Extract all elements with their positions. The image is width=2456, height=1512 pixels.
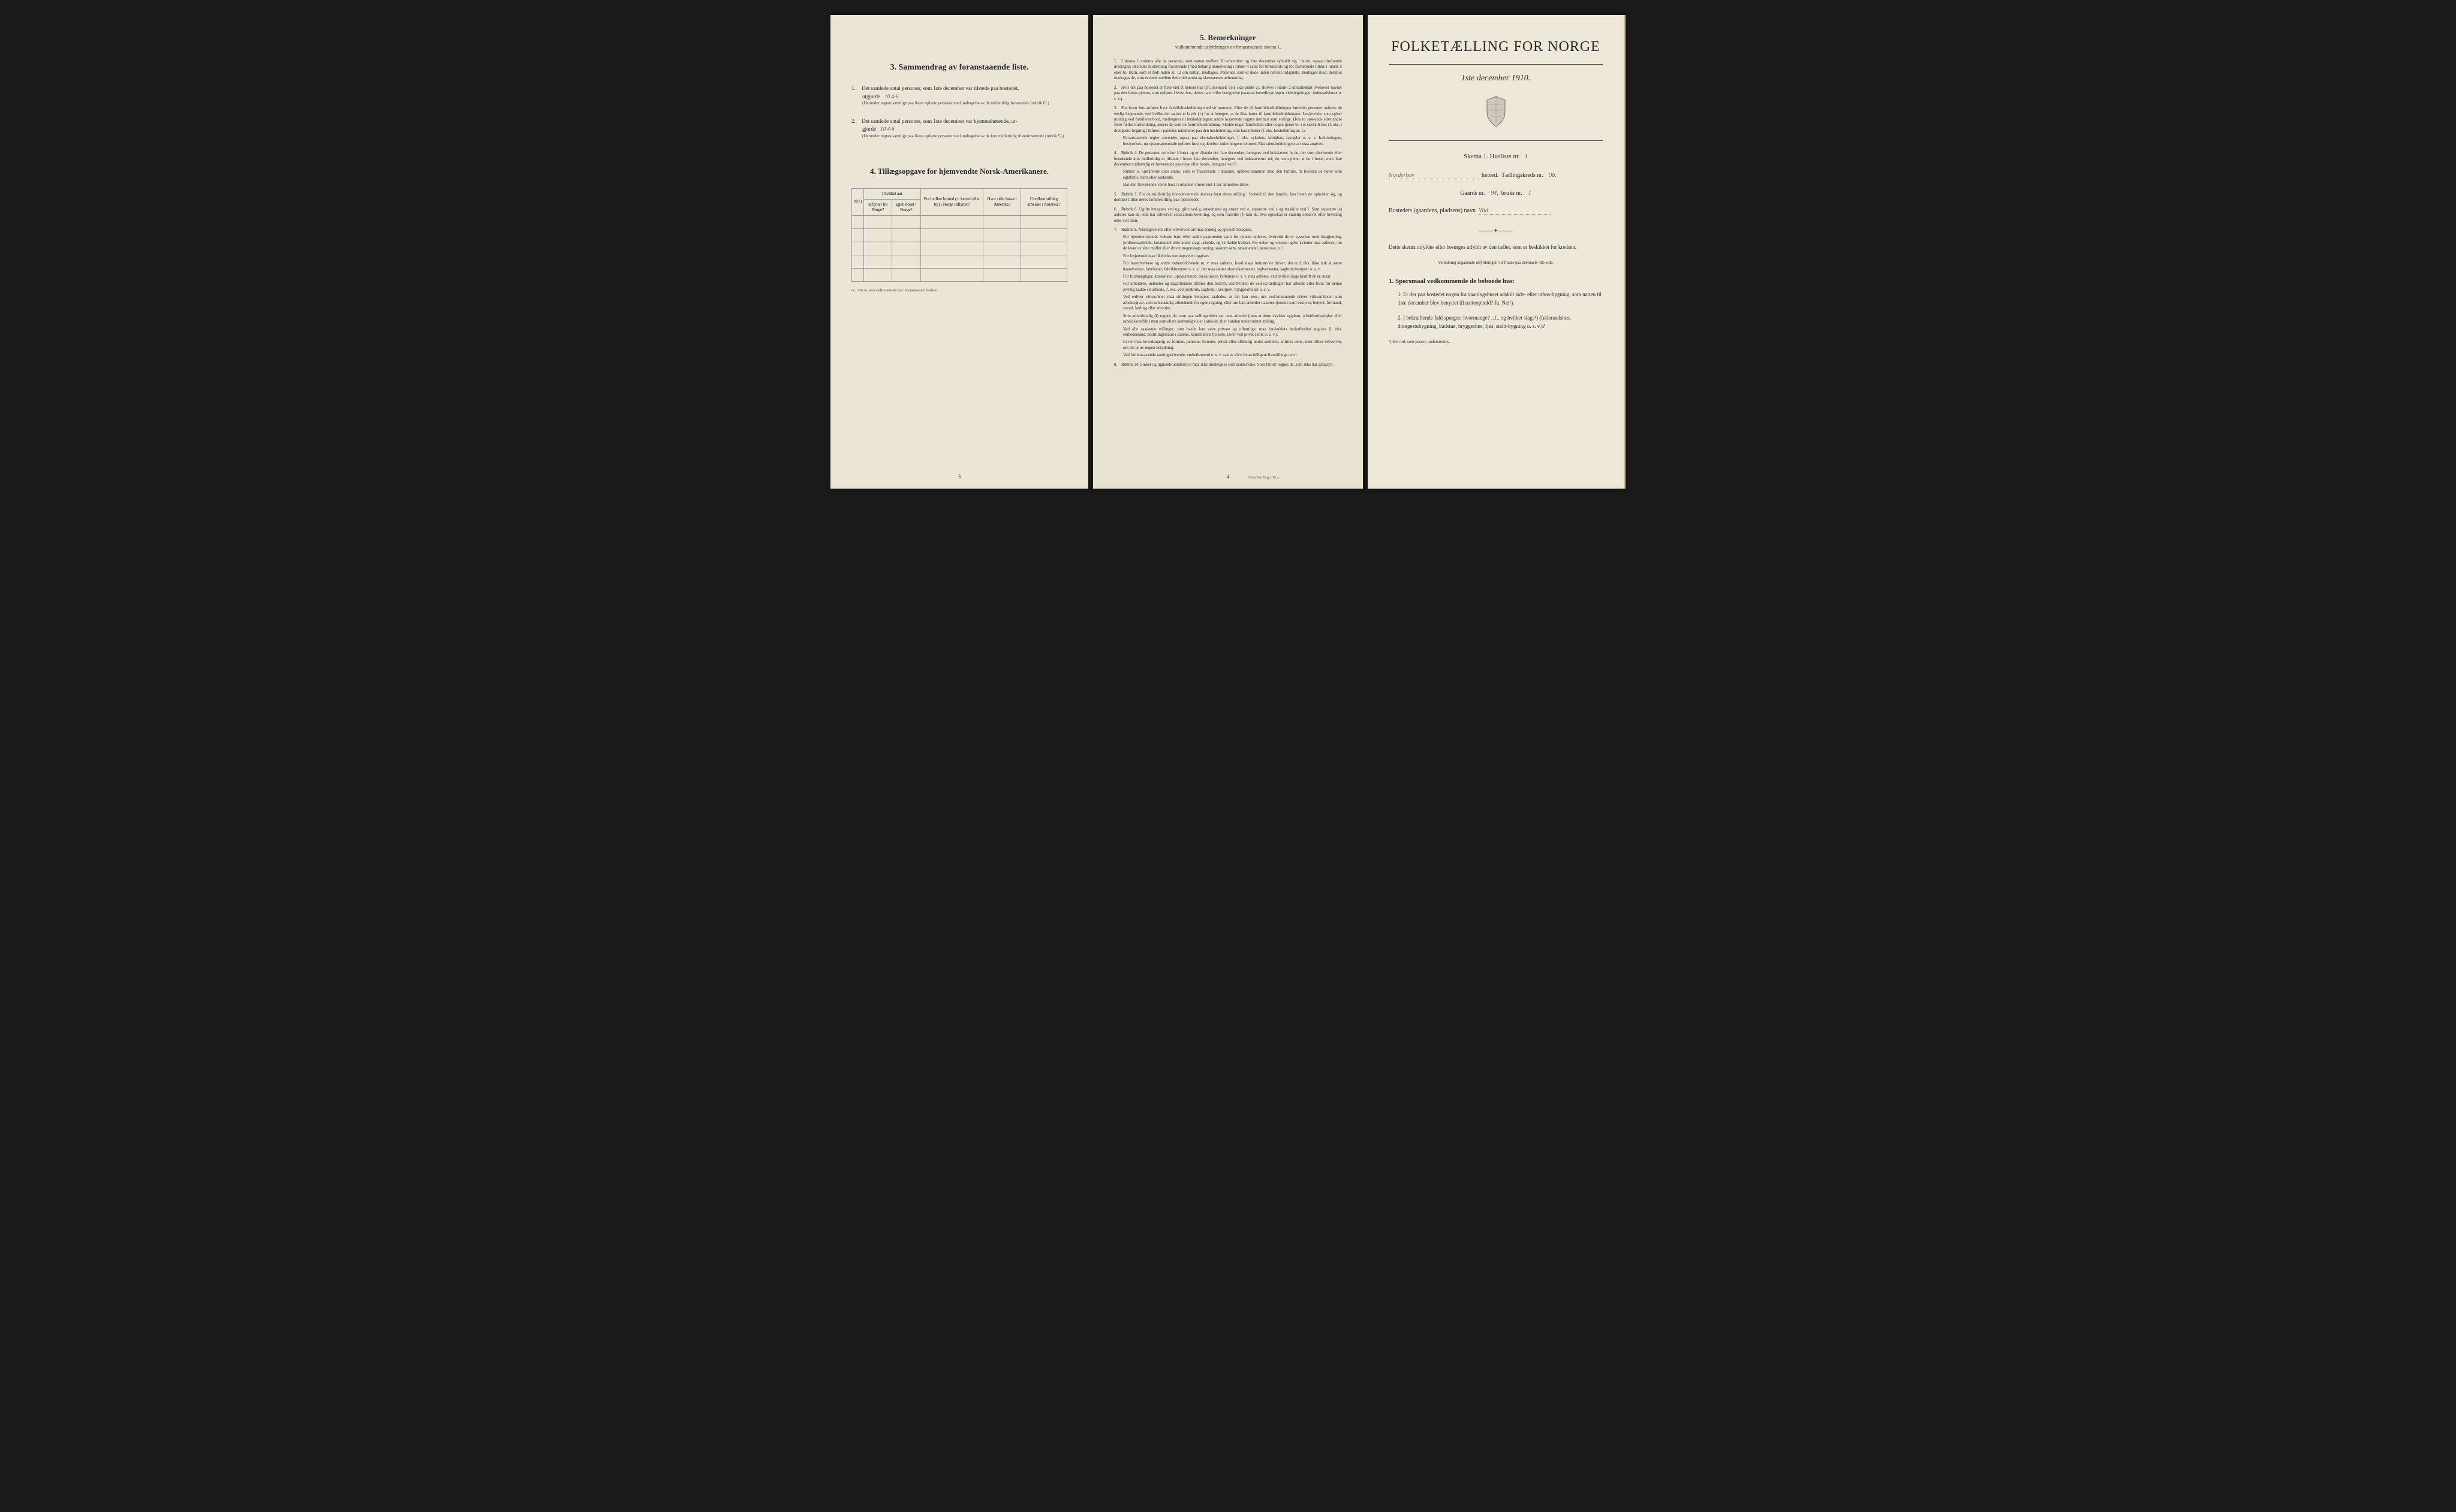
bemerk-1: 1.I skema 1 anføres alle de personer, so…: [1114, 59, 1342, 82]
page-number: 4: [1227, 474, 1230, 480]
table-row: [852, 268, 1067, 281]
th-utflyttet: utflyttet fra Norge?: [864, 199, 892, 215]
item-2-fineprint: (Herunder regnes samtlige paa listen opf…: [862, 134, 1067, 140]
bemerk-3-sub: Foranstaaende regler anvendes ogsaa paa …: [1123, 135, 1342, 147]
bosted-label: Bostedets (gaardens, pladsens) navn: [1389, 207, 1476, 214]
bemerk-7: 7.Rubrik 9. Næringsveiens eller erhverve…: [1114, 227, 1342, 359]
th-bosted: Fra hvilket bosted (ɔ: herred eller by) …: [920, 188, 983, 215]
skema-value: 1: [1525, 153, 1528, 160]
th-amerika: Hvor sidst bosat i Amerika?: [983, 188, 1021, 215]
skema-label: Skema 1. Husliste nr.: [1464, 153, 1520, 160]
bemerk-7-subi: Lever man hovedsagelig av formue, pensio…: [1123, 339, 1342, 351]
footnote: ¹) Det ord, som passer, understrekes.: [1389, 339, 1603, 344]
ornament: ⸻✦⸻: [1389, 225, 1603, 234]
bemerk-4: 4.Rubrik 4. De personer, som bor i huset…: [1114, 150, 1342, 188]
bemerk-7-subf: Ved enhver virksomhet maa stillingen bet…: [1123, 294, 1342, 311]
bemerk-7-subg: Som arbeidsledig (l) regnes de, som paa …: [1123, 314, 1342, 325]
item-1: 1. Det samlede antal personer, som 1ste …: [851, 85, 1067, 107]
item-1-value: 10 4-6: [884, 94, 898, 100]
question-1: 1. Er der paa bostedet nogen fra vaaning…: [1398, 291, 1603, 307]
bemerk-7-sube: For arbeidere, inderster og dagarbeidere…: [1123, 281, 1342, 293]
bemerk-7-subc: For haandverkere og andre industridriven…: [1123, 261, 1342, 272]
item-1-fineprint: (Herunder regnes samtlige paa listen opf…: [862, 101, 1067, 107]
bemerk-3: 3.For hvert hus anføres hver familiehush…: [1114, 106, 1342, 147]
sub-title: 1ste december 1910.: [1389, 74, 1603, 83]
herred-line: Norderhov herred. Tællingskreds nr. 9b.: [1389, 172, 1603, 179]
table-row: [852, 215, 1067, 228]
bemerk-7-subj: Ved forhenværende næringsdrivende, embed…: [1123, 353, 1342, 358]
item-1-text: Det samlede antal personer, som 1ste dec…: [862, 85, 1019, 91]
bemerk-4-suba: Rubrik 6. Sjøfarende eller andre, som er…: [1123, 169, 1342, 180]
instruction-2: Veiledning angaaende utfyldningen vil fi…: [1389, 260, 1603, 266]
coat-of-arms-icon: [1481, 95, 1511, 128]
th-stilling: I hvilken stilling arbeidet i Amerika?: [1021, 188, 1067, 215]
item-2-value: 10 4-6: [880, 126, 894, 132]
th-nr: Nr.¹): [852, 188, 864, 215]
item-1-label: utgjorde: [862, 94, 880, 100]
page-1: 3. Sammendrag av foranstaaende liste. 1.…: [830, 15, 1088, 489]
th-bosat: igjen bosat i Norge?: [892, 199, 921, 215]
section-4-heading: 4. Tillægsopgave for hjemvendte Norsk-Am…: [851, 167, 1067, 176]
bemerk-7-suba: For hjemmeværende voksne barn eller andr…: [1123, 234, 1342, 251]
bemerk-7-subb: For losjerende maa likeledes næringsveie…: [1123, 254, 1342, 259]
table-row: [852, 242, 1067, 255]
bemerk-7-subh: Ved alle saadanne stillinger, som baade …: [1123, 327, 1342, 338]
gaards-value: 94,: [1491, 190, 1498, 197]
bemerk-5: 5.Rubrik 7. For de midlertidig tilstedev…: [1114, 192, 1342, 203]
bruks-value: 1: [1528, 190, 1531, 197]
bosted-line: Bostedets (gaardens, pladsens) navn Viul: [1389, 207, 1603, 215]
herred-value: Norderhov: [1389, 172, 1479, 179]
bruks-label: bruks nr.: [1501, 190, 1522, 197]
taelling-label: Tællingskreds nr.: [1501, 172, 1543, 179]
bemerk-4-subb: Har den fraværende været bosat i utlande…: [1123, 182, 1342, 188]
bemerk-6: 6.Rubrik 8. Ugifte betegnes ved ug, gift…: [1114, 207, 1342, 224]
bemerk-7-subd: For fuldmægtiger, kontorister, opsynsmæn…: [1123, 274, 1342, 279]
gaards-line: Gaards nr. 94, bruks nr. 1: [1389, 190, 1603, 197]
section-5-subtext: vedkommende utfyldningen av foranstaaend…: [1114, 44, 1342, 50]
bemerk-8: 8.Rubrik 14. Sinker og lignende aandsslo…: [1114, 362, 1342, 368]
item-2-label: gjorde: [862, 126, 876, 132]
tillaeg-table: Nr.¹) I hvilket aar Fra hvilket bosted (…: [851, 188, 1067, 282]
page-number: 3: [958, 474, 961, 480]
rule: [1389, 140, 1603, 141]
instruction-1: Dette skema utfyldes eller besørges utfy…: [1389, 243, 1603, 251]
skema-line: Skema 1. Husliste nr. 1: [1389, 153, 1603, 160]
table-footnote: ¹) ɔ: Det nr. som vedkommende har i fora…: [851, 289, 1067, 293]
section-3-heading: 3. Sammendrag av foranstaaende liste.: [851, 63, 1067, 73]
question-2: 2. I bekræftende fald spørges: hvormange…: [1398, 314, 1603, 330]
herred-label: herred.: [1482, 172, 1498, 179]
item-2-text: Det samlede antal personer, som 1ste dec…: [862, 118, 1017, 124]
gaards-label: Gaards nr.: [1460, 190, 1485, 197]
main-title: FOLKETÆLLING FOR NORGE: [1389, 39, 1603, 55]
rule: [1389, 64, 1603, 65]
item-2-number: 2.: [851, 118, 860, 126]
page-3: FOLKETÆLLING FOR NORGE 1ste december 191…: [1368, 15, 1626, 489]
section-5-heading: 5. Bemerkninger: [1114, 33, 1342, 43]
table-row: [852, 255, 1067, 268]
item-1-number: 1.: [851, 85, 860, 93]
bemerk-2: 2.Hvis der paa bostedet er flere end ét …: [1114, 85, 1342, 102]
bosted-value: Viul: [1479, 207, 1551, 215]
publisher: Steen'ske Bogtr. Kr.a.: [1248, 476, 1280, 480]
page-2: 5. Bemerkninger vedkommende utfyldningen…: [1093, 15, 1363, 489]
th-aar: I hvilket aar: [864, 188, 921, 199]
taelling-value: 9b.: [1549, 172, 1557, 179]
table-row: [852, 228, 1067, 242]
item-2: 2. Det samlede antal personer, som 1ste …: [851, 118, 1067, 140]
question-heading: 1. Spørsmaal vedkommende de beboede hus:: [1389, 278, 1603, 285]
